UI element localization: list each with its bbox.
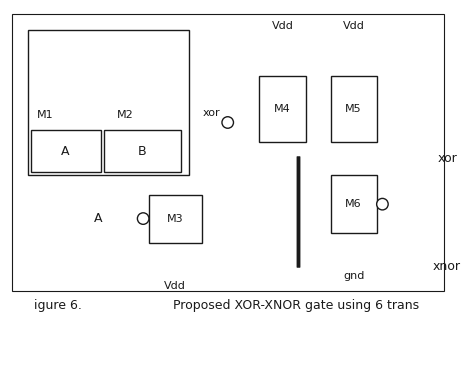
Text: Vdd: Vdd (164, 281, 186, 291)
Text: M4: M4 (274, 104, 291, 114)
Text: M1: M1 (37, 110, 54, 120)
Text: igure 6.: igure 6. (34, 298, 82, 312)
Text: xor: xor (437, 152, 457, 164)
Text: gnd: gnd (343, 271, 365, 281)
Circle shape (222, 117, 234, 128)
Bar (104, 130, 181, 172)
Bar (12, 14, 444, 291)
Text: Vdd: Vdd (272, 21, 293, 32)
Bar (149, 195, 202, 243)
Circle shape (137, 213, 149, 224)
Text: A: A (61, 145, 70, 158)
Text: xnor: xnor (432, 260, 460, 273)
Text: A: A (94, 212, 103, 225)
Circle shape (377, 199, 388, 210)
Text: xor: xor (202, 108, 220, 118)
Text: M5: M5 (345, 104, 362, 114)
Text: M6: M6 (345, 199, 362, 209)
Text: M3: M3 (166, 214, 183, 224)
Bar (28, 30, 189, 175)
Text: M2: M2 (117, 110, 133, 120)
Text: Vdd: Vdd (343, 21, 365, 32)
Text: B: B (138, 145, 146, 158)
Bar (31, 130, 101, 172)
Text: Proposed XOR-XNOR gate using 6 trans: Proposed XOR-XNOR gate using 6 trans (173, 298, 419, 312)
Bar (259, 76, 306, 142)
Bar (330, 76, 377, 142)
Bar (330, 175, 377, 233)
